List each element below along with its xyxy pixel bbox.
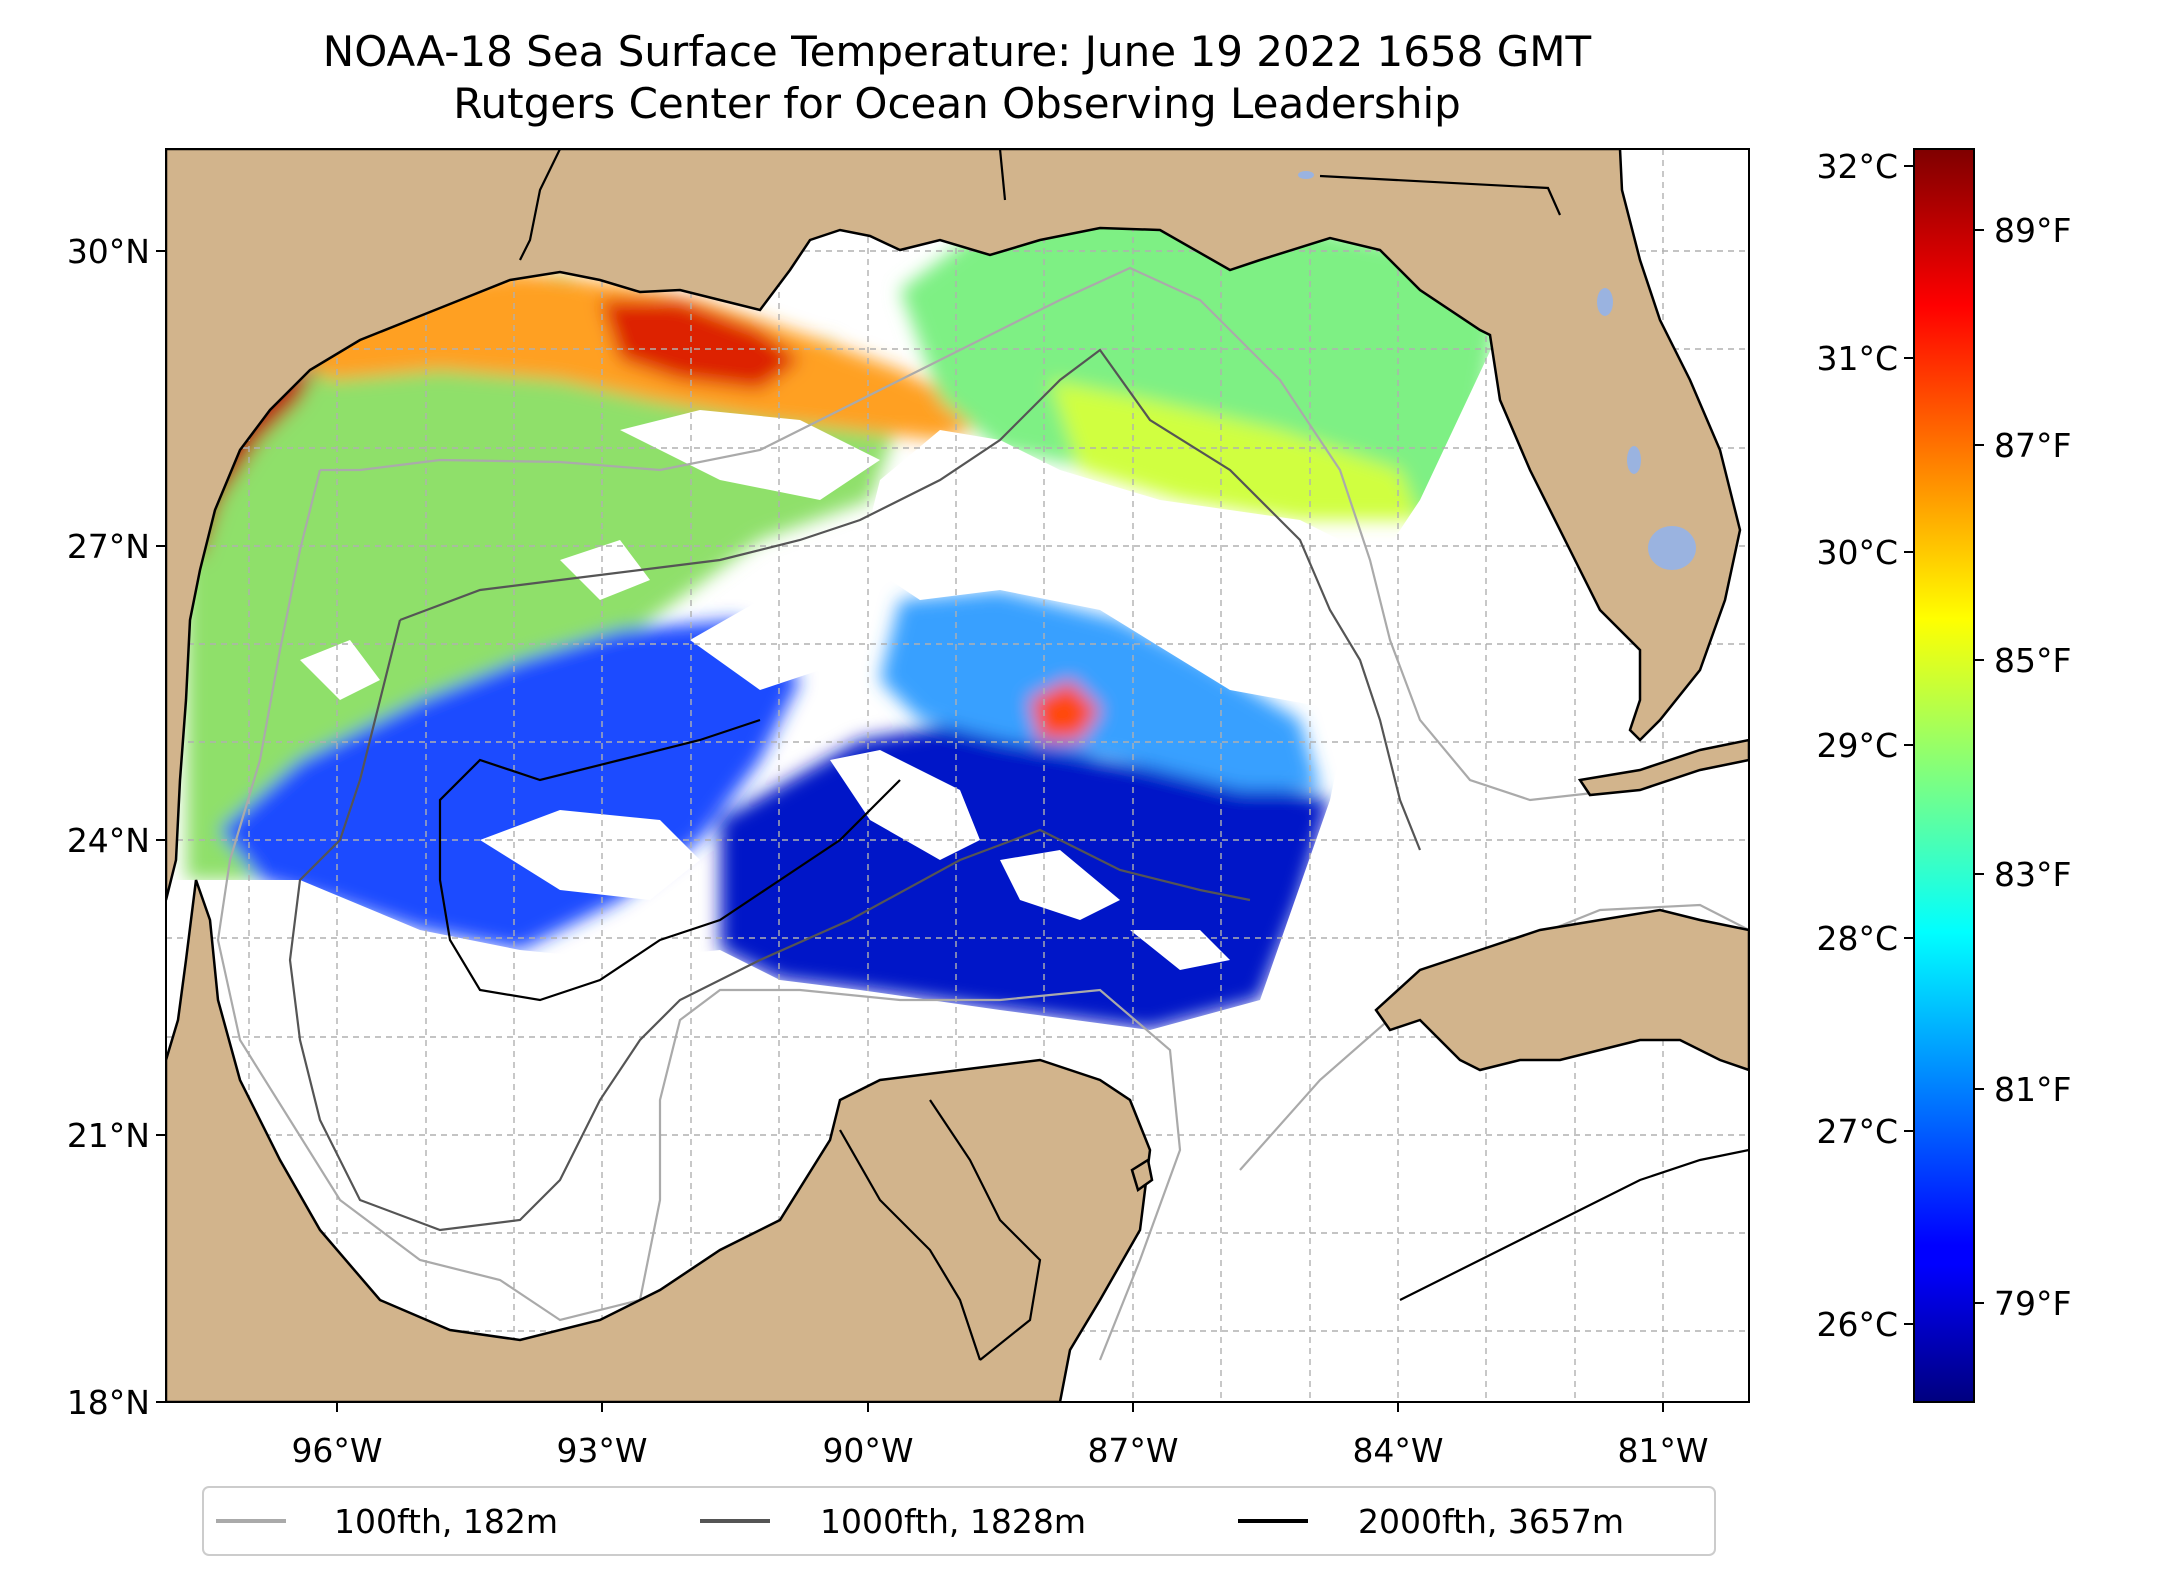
sst-region-northeast: [900, 200, 1500, 520]
latitude-axis: 30°N 27°N 24°N 21°N 18°N: [67, 232, 166, 1422]
legend-label-100fth: 100fth, 182m: [334, 1502, 558, 1541]
map-frame: [165, 148, 1750, 1403]
celsius-tick-label: 28°C: [1816, 919, 1898, 958]
fahrenheit-tick-label: 79°F: [1994, 1284, 2071, 1323]
sst-region-warm-eddy: [1030, 680, 1100, 740]
colorbar: 32°C 31°C 30°C 29°C 28°C 27°C 26°C 89°F …: [1816, 147, 2071, 1403]
contour-2000fth-south: [1399, 1148, 1749, 1301]
lat-tick-label: 24°N: [67, 821, 150, 860]
lat-tick-label: 30°N: [67, 232, 150, 271]
fahrenheit-tick-label: 89°F: [1994, 211, 2071, 250]
sst-region-west-coast-hot: [186, 360, 320, 560]
celsius-tick-label: 26°C: [1816, 1305, 1898, 1344]
contour-1000fth-west: [288, 619, 1251, 1232]
borders: [519, 149, 1562, 1361]
sst-region-central-east: [880, 590, 1320, 790]
colorbar-gradient: [1913, 148, 1975, 1403]
lon-tick-label: 84°W: [1352, 1431, 1443, 1470]
celsius-tick-label: 31°C: [1816, 339, 1898, 378]
land-cozumel: [1130, 1157, 1154, 1193]
legend-box: [202, 1486, 1716, 1556]
contour-100fth: [320, 266, 1749, 802]
fahrenheit-tick-label: 81°F: [1994, 1070, 2071, 1109]
title-line-1: NOAA-18 Sea Surface Temperature: June 19…: [323, 27, 1592, 76]
celsius-tick-label: 30°C: [1816, 533, 1898, 572]
fahrenheit-tick-label: 83°F: [1994, 855, 2071, 894]
contour-2000fth: [438, 718, 901, 1002]
lon-tick-label: 93°W: [556, 1431, 647, 1470]
legend-label-2000fth: 2000fth, 3657m: [1358, 1502, 1624, 1541]
contour-legend: 100fth, 182m 1000fth, 1828m 2000fth, 365…: [202, 1486, 1716, 1556]
lat-tick-label: 18°N: [67, 1383, 150, 1422]
celsius-tick-label: 29°C: [1816, 726, 1898, 765]
colorbar-fahrenheit-axis: 89°F 87°F 85°F 83°F 81°F 79°F: [1974, 211, 2071, 1323]
land-masses: [166, 149, 1749, 1402]
land-florida-keys: [1577, 738, 1749, 797]
sst-region-hot-bay: [600, 300, 800, 390]
sst-region-northeast-yellow: [1050, 380, 1420, 520]
lake-okeechobee: [1648, 526, 1696, 570]
lon-tick-label: 96°W: [291, 1431, 382, 1470]
colorbar-celsius-axis: 32°C 31°C 30°C 29°C 28°C 27°C 26°C: [1816, 147, 1914, 1344]
celsius-tick-label: 32°C: [1816, 147, 1898, 186]
map-panel: [165, 148, 1750, 1403]
lon-tick-label: 87°W: [1087, 1431, 1178, 1470]
lon-tick-label: 90°W: [822, 1431, 913, 1470]
lon-tick-label: 81°W: [1617, 1431, 1708, 1470]
land-mexico: [166, 879, 1152, 1402]
land-us-gulf-coast: [166, 149, 1742, 901]
longitude-axis: 96°W 93°W 90°W 87°W 84°W 81°W: [291, 1402, 1709, 1470]
celsius-tick-label: 27°C: [1816, 1112, 1898, 1151]
legend-label-1000fth: 1000fth, 1828m: [820, 1502, 1086, 1541]
lakes: [1298, 171, 1696, 570]
lat-tick-label: 27°N: [67, 527, 150, 566]
contour-1000fth: [399, 348, 1422, 851]
land-cuba: [1374, 908, 1749, 1072]
fahrenheit-tick-label: 87°F: [1994, 426, 2071, 465]
title-line-2: Rutgers Center for Ocean Observing Leade…: [453, 79, 1461, 128]
lat-tick-label: 21°N: [67, 1116, 150, 1155]
fahrenheit-tick-label: 85°F: [1994, 641, 2071, 680]
